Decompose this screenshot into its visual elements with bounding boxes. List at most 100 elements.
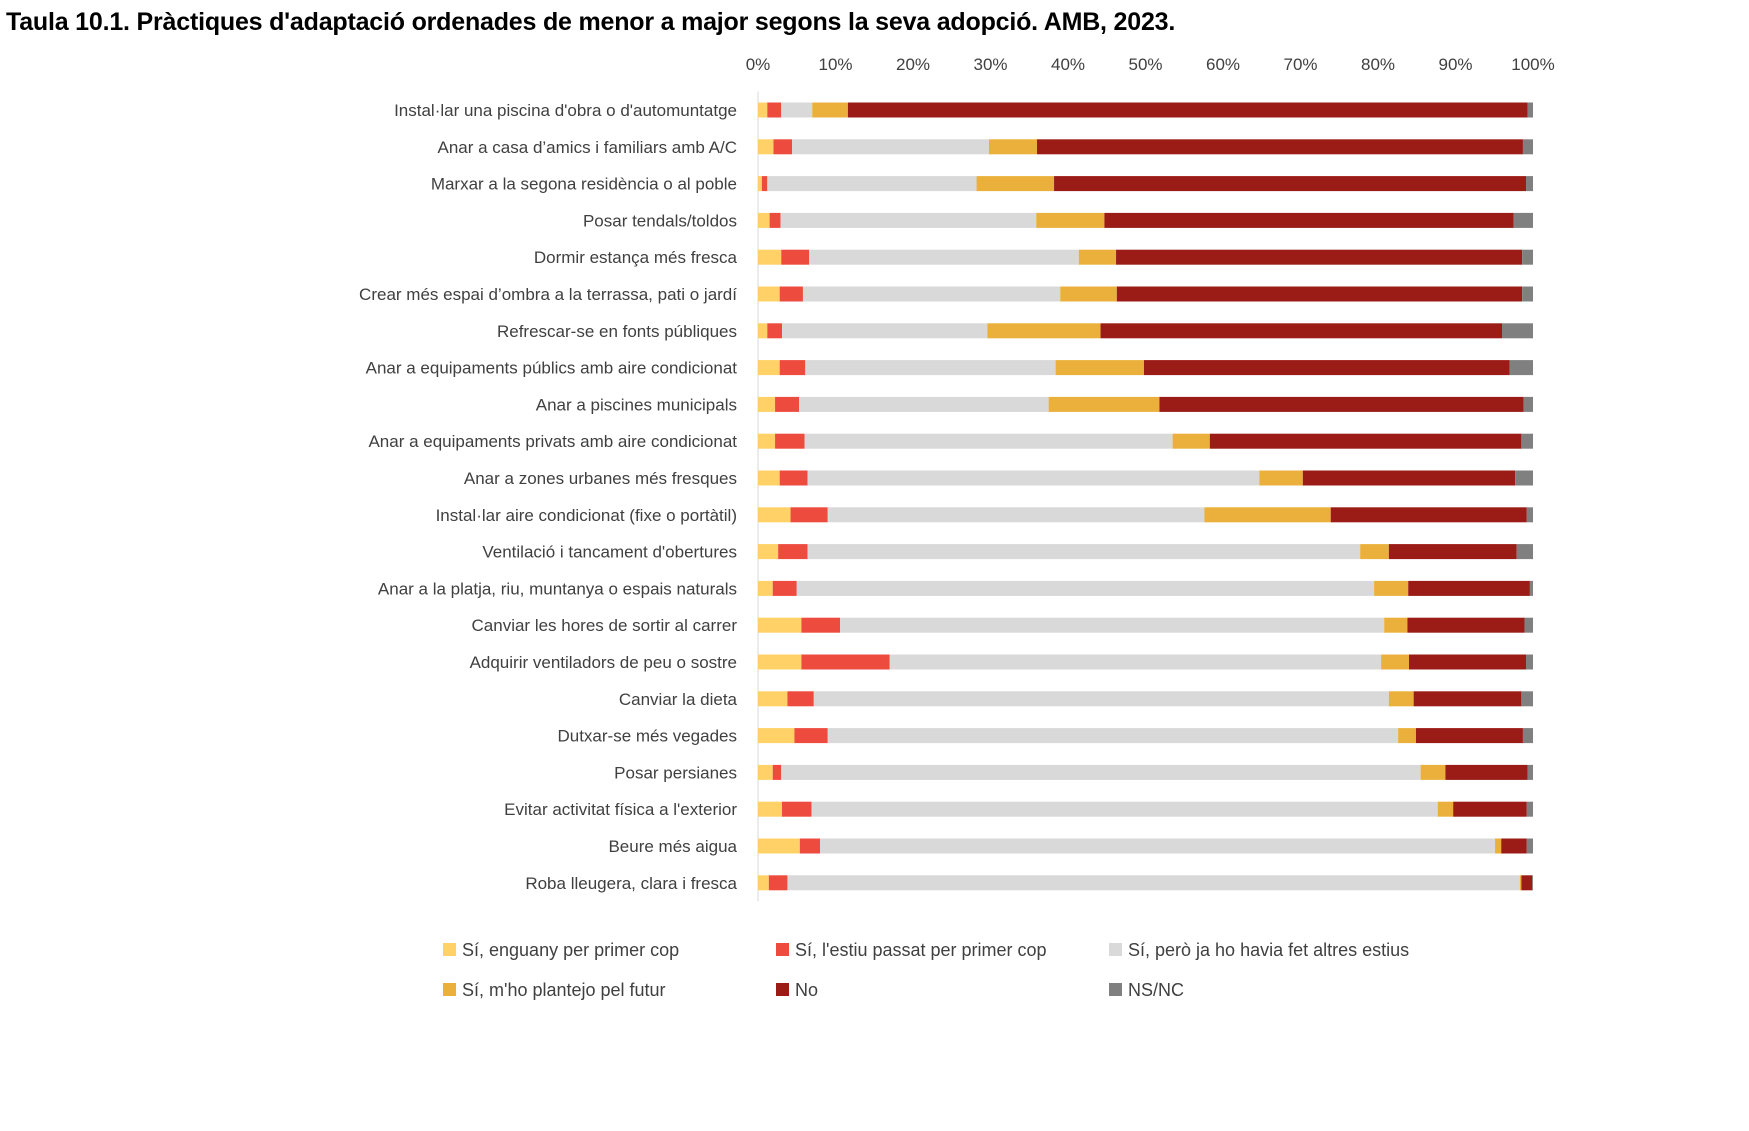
bar-segment-series-2: [782, 323, 988, 339]
category-label: Crear més espai d’ombra a la terrassa, p…: [359, 285, 737, 304]
bar-row: [758, 801, 1533, 817]
bar-segment-series-5: [1513, 212, 1533, 228]
bar-segment-series-2: [780, 212, 1037, 228]
bar-segment-series-5: [1526, 801, 1533, 817]
bar-segment-series-5: [1527, 764, 1533, 780]
legend: Sí, enguany per primer cop Sí, l'estiu pa…: [443, 940, 1409, 1000]
bar-segment-series-1: [772, 580, 797, 596]
bar-row: [758, 838, 1533, 854]
bar-segment-series-0: [758, 249, 782, 265]
bar-segment-series-0: [758, 764, 773, 780]
bar-segment-series-3: [976, 176, 1055, 192]
bar-segment-series-4: [1037, 139, 1523, 155]
x-tick-label: 80%: [1361, 55, 1395, 74]
x-axis-ticks: 0% 10% 20% 30% 40% 50% 60% 70% 80% 90% 100%: [746, 55, 1555, 74]
bar-segment-series-0: [758, 875, 769, 891]
bar-segment-series-5: [1529, 580, 1533, 596]
legend-swatch: [776, 983, 789, 996]
bar-segment-series-1: [779, 360, 806, 376]
bar-segment-series-2: [799, 396, 1049, 412]
category-label: Anar a casa d’amics i familiars amb A/C: [438, 138, 738, 157]
bar-segment-series-5: [1527, 102, 1533, 118]
bar-segment-series-4: [1054, 176, 1527, 192]
bar-segment-series-3: [1036, 212, 1105, 228]
x-tick-label: 70%: [1283, 55, 1317, 74]
bar-row: [758, 323, 1533, 339]
bar-segment-series-0: [758, 102, 768, 118]
category-label: Dormir estança més fresca: [534, 248, 738, 267]
bar-segment-series-2: [807, 544, 1361, 560]
bar-segment-series-2: [827, 507, 1205, 523]
category-label: Instal·lar aire condicionat (fixe o port…: [436, 506, 737, 525]
bar-segment-series-4: [1104, 212, 1514, 228]
bar-segment-series-2: [813, 691, 1389, 707]
x-tick-label: 50%: [1128, 55, 1162, 74]
category-label: Canviar la dieta: [619, 690, 738, 709]
legend-swatch: [443, 943, 456, 956]
bar-segment-series-4: [847, 102, 1528, 118]
bar-row: [758, 176, 1533, 192]
bar-segment-series-1: [778, 544, 808, 560]
bar-segment-series-1: [775, 396, 800, 412]
bar-segment-series-3: [1055, 360, 1144, 376]
legend-item: Sí, m'ho plantejo pel futur: [443, 980, 666, 1000]
bar-segment-series-2: [787, 875, 1520, 891]
bar-segment-series-0: [758, 286, 780, 302]
bar-segment-series-1: [782, 801, 812, 817]
bar-segment-series-0: [758, 470, 780, 486]
legend-item: Sí, l'estiu passat per primer cop: [776, 940, 1047, 960]
bar-segment-series-0: [758, 617, 802, 633]
bar-row: [758, 249, 1533, 265]
bar-segment-series-5: [1516, 544, 1533, 560]
x-tick-label: 40%: [1051, 55, 1085, 74]
bar-segment-series-4: [1116, 286, 1523, 302]
bar-row: [758, 764, 1533, 780]
bar-segment-series-5: [1526, 507, 1533, 523]
legend-item: Sí, però ja ho havia fet altres estius: [1109, 940, 1409, 960]
bar-segment-series-2: [767, 176, 977, 192]
bar-row: [758, 102, 1533, 118]
bar-segment-series-5: [1521, 691, 1533, 707]
legend-label: No: [795, 980, 818, 1000]
bars-group: [758, 102, 1533, 891]
category-label: Anar a piscines municipals: [536, 395, 737, 414]
bar-segment-series-1: [769, 212, 781, 228]
category-label: Evitar activitat física a l'exterior: [504, 800, 737, 819]
category-label: Canviar les hores de sortir al carrer: [472, 616, 738, 635]
bar-row: [758, 654, 1533, 670]
legend-item: NS/NC: [1109, 980, 1184, 1000]
bar-row: [758, 617, 1533, 633]
bar-row: [758, 360, 1533, 376]
bar-segment-series-1: [790, 507, 828, 523]
bar-segment-series-1: [779, 470, 808, 486]
bar-segment-series-2: [827, 728, 1399, 744]
bar-segment-series-0: [758, 801, 783, 817]
bar-segment-series-2: [807, 470, 1260, 486]
bar-segment-series-0: [758, 654, 802, 670]
bar-segment-series-2: [820, 838, 1496, 854]
bar-segment-series-3: [1060, 286, 1117, 302]
bar-segment-series-4: [1209, 433, 1522, 449]
x-tick-label: 20%: [896, 55, 930, 74]
category-label: Adquirir ventiladors de peu o sostre: [470, 653, 737, 672]
bar-row: [758, 507, 1533, 523]
bar-segment-series-0: [758, 838, 800, 854]
bar-segment-series-0: [758, 323, 768, 339]
bar-segment-series-4: [1100, 323, 1502, 339]
bar-segment-series-3: [1384, 617, 1408, 633]
bar-segment-series-0: [758, 360, 780, 376]
legend-swatch: [443, 983, 456, 996]
bar-segment-series-1: [799, 838, 820, 854]
category-label: Dutxar-se més vegades: [557, 727, 737, 746]
bar-segment-series-3: [1437, 801, 1454, 817]
bar-segment-series-3: [1398, 728, 1416, 744]
bar-segment-series-0: [758, 691, 788, 707]
bar-segment-series-3: [1259, 470, 1303, 486]
legend-swatch: [1109, 943, 1122, 956]
bar-segment-series-3: [1360, 544, 1389, 560]
bar-segment-series-0: [758, 139, 774, 155]
category-label: Beure més aigua: [608, 837, 737, 856]
bar-row: [758, 286, 1533, 302]
bar-segment-series-4: [1453, 801, 1527, 817]
stacked-bar-chart: 0% 10% 20% 30% 40% 50% 60% 70% 80% 90% 100% Instal…: [359, 55, 1555, 1000]
